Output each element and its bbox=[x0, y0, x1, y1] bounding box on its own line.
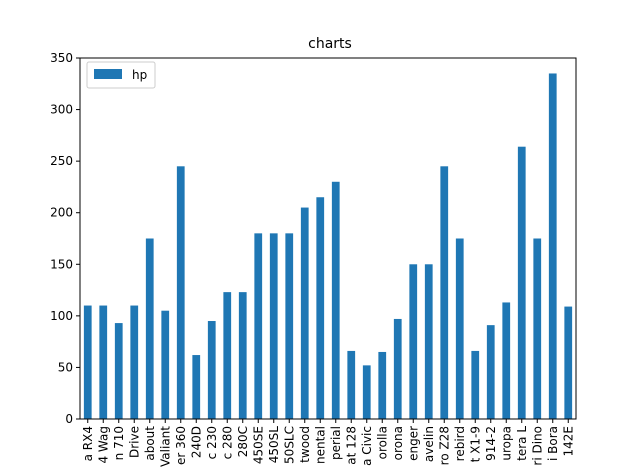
x-tick-label-21: enger bbox=[406, 426, 420, 461]
x-tick-label-27: uropa bbox=[499, 426, 513, 461]
bar-24 bbox=[455, 238, 464, 419]
x-tick-label-4: about bbox=[143, 426, 157, 461]
bar-14 bbox=[300, 207, 309, 419]
x-tick-label-12: 450SL bbox=[267, 426, 281, 464]
legend-swatch-hp bbox=[94, 69, 122, 79]
x-tick-label-24: rebird bbox=[453, 426, 467, 461]
x-tick-label-15: nental bbox=[313, 426, 327, 464]
chart-title: charts bbox=[308, 36, 352, 52]
bars-group bbox=[83, 73, 573, 419]
x-tick-label-0: a RX4 bbox=[81, 426, 95, 461]
bar-26 bbox=[486, 325, 495, 419]
x-tick-label-22: avelin bbox=[422, 426, 436, 462]
x-tick-label-16: perial bbox=[329, 426, 343, 460]
y-tick-label-300: 300 bbox=[50, 103, 73, 117]
y-tick-label-250: 250 bbox=[50, 154, 73, 168]
y-tick-label-0: 0 bbox=[65, 412, 73, 426]
x-tick-label-18: a Civic bbox=[360, 426, 374, 466]
legend-label-hp: hp bbox=[132, 68, 147, 82]
bar-16 bbox=[331, 181, 340, 419]
bar-6 bbox=[176, 166, 185, 419]
x-tick-label-28: tera L bbox=[515, 426, 529, 461]
bar-4 bbox=[145, 238, 154, 419]
x-tick-label-20: orona bbox=[391, 426, 405, 460]
x-tick-label-19: orolla bbox=[375, 426, 389, 459]
bar-15 bbox=[316, 197, 325, 419]
x-tick-label-5: Valiant bbox=[158, 426, 172, 467]
bar-5 bbox=[161, 310, 170, 419]
x-tick-label-30: i Bora bbox=[546, 426, 560, 461]
bar-2 bbox=[114, 323, 123, 419]
bar-21 bbox=[409, 264, 418, 419]
bar-11 bbox=[254, 233, 263, 419]
x-tick-label-26: 914-2 bbox=[484, 426, 498, 461]
x-tick-label-10: 280C bbox=[236, 426, 250, 457]
bar-3 bbox=[130, 305, 139, 419]
bar-1 bbox=[99, 305, 108, 419]
bar-8 bbox=[207, 321, 216, 419]
x-tick-label-25: t X1-9 bbox=[468, 426, 482, 462]
y-ticks-group: 0 50 100 150 200 250 300 350 bbox=[50, 51, 80, 426]
bar-25 bbox=[471, 350, 480, 419]
y-tick-label-150: 150 bbox=[50, 257, 73, 271]
x-tick-label-11: 450SE bbox=[251, 426, 265, 464]
bar-28 bbox=[517, 146, 526, 419]
bar-7 bbox=[192, 355, 201, 419]
bar-29 bbox=[533, 238, 542, 419]
x-tick-label-2: n 710 bbox=[112, 426, 126, 460]
bar-30 bbox=[548, 73, 557, 419]
y-tick-label-200: 200 bbox=[50, 206, 73, 220]
y-tick-label-50: 50 bbox=[58, 360, 73, 374]
bar-27 bbox=[502, 302, 511, 419]
bar-20 bbox=[393, 318, 402, 419]
x-tick-label-23: ro Z28 bbox=[437, 426, 451, 465]
bar-13 bbox=[285, 233, 294, 419]
bar-18 bbox=[362, 365, 371, 419]
x-tick-label-31: 142E bbox=[561, 426, 575, 457]
bar-0 bbox=[83, 305, 92, 419]
x-ticks-group: a RX4 4 Wag n 710 Drive about Valiant er 360 24… bbox=[81, 419, 575, 467]
plot-frame bbox=[79, 57, 577, 420]
x-tick-label-3: Drive bbox=[127, 426, 141, 458]
axes-group bbox=[79, 57, 577, 420]
x-tick-label-13: 50SLC bbox=[282, 426, 296, 464]
legend: hp bbox=[86, 61, 156, 89]
x-tick-label-6: er 360 bbox=[174, 426, 188, 465]
x-tick-label-14: twood bbox=[298, 426, 312, 463]
bar-12 bbox=[269, 233, 278, 419]
x-tick-label-9: c 280 bbox=[220, 426, 234, 459]
bar-9 bbox=[223, 292, 232, 419]
bar-17 bbox=[347, 350, 356, 419]
y-tick-label-350: 350 bbox=[50, 51, 73, 65]
bar-23 bbox=[440, 166, 449, 419]
bar-19 bbox=[378, 351, 387, 419]
bar-31 bbox=[564, 306, 573, 419]
x-tick-label-7: 240D bbox=[189, 426, 203, 458]
x-tick-label-17: at 128 bbox=[344, 426, 358, 465]
x-tick-label-29: ri Dino bbox=[530, 426, 544, 466]
bar-10 bbox=[238, 292, 247, 419]
bar-22 bbox=[424, 264, 433, 419]
y-tick-label-100: 100 bbox=[50, 309, 73, 323]
x-tick-label-8: c 230 bbox=[205, 426, 219, 459]
x-tick-label-1: 4 Wag bbox=[96, 426, 110, 464]
